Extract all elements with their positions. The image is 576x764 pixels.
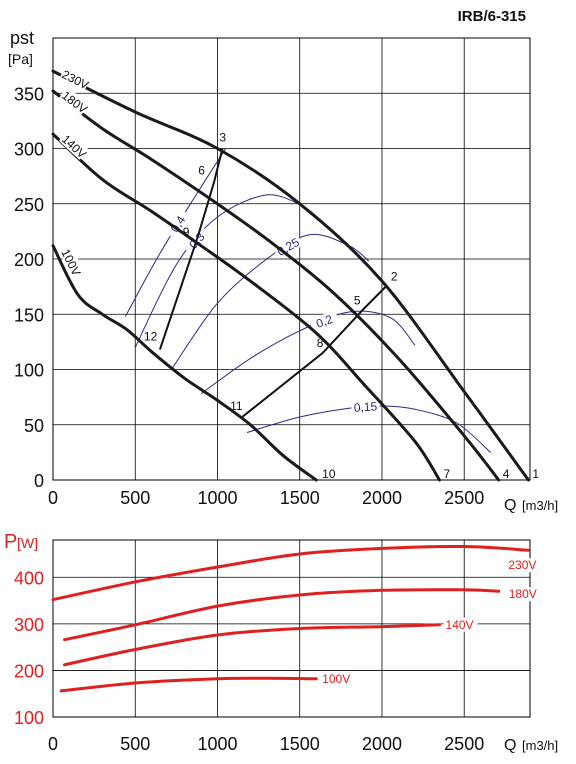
- pressure-axes: 0 500 1000 1500 2000 250005010015020025030035…: [14, 84, 484, 508]
- power-curve: [59, 676, 318, 693]
- system-line: [241, 284, 388, 418]
- x-tick-label: 2000: [362, 734, 402, 754]
- pressure-axis-label: pst: [10, 28, 34, 48]
- power-x-axis-label: Q: [504, 737, 516, 754]
- pressure-curve: [51, 244, 318, 482]
- x-tick-label: 2500: [444, 488, 484, 508]
- operating-point-label: 9: [183, 225, 190, 239]
- series-label-bg: [506, 558, 541, 573]
- pressure-axis-unit: [Pa]: [8, 51, 33, 67]
- pressure-curve: [51, 69, 530, 482]
- x-tick-label: 1500: [280, 488, 320, 508]
- x-tick-label: 1000: [197, 488, 237, 508]
- operating-point-label: 10: [322, 467, 336, 481]
- series-label: 180V: [509, 587, 537, 601]
- x-tick-label: 500: [120, 734, 150, 754]
- efficiency-label-bg: [272, 233, 304, 259]
- series-label-bg: [443, 617, 478, 632]
- y-tick-label: 300: [14, 140, 44, 160]
- series-label: 140V: [446, 618, 474, 632]
- chart-title: IRB/6-315: [458, 8, 526, 25]
- power-chart: 230V 180V 140V 100V 0 500 1000 1500 2000 2500 100…: [4, 531, 558, 754]
- y-tick-label: 150: [14, 305, 44, 325]
- y-tick-label: 50: [24, 416, 44, 436]
- x-tick-label: 2000: [362, 488, 402, 508]
- x-tick-label: 2500: [444, 734, 484, 754]
- operating-point-label: 5: [354, 294, 361, 308]
- series-label-bg: [58, 245, 84, 277]
- operating-point-label: 7: [444, 467, 451, 481]
- x-tick-label: 1000: [197, 734, 237, 754]
- power-curve: [63, 588, 501, 642]
- efficiency-label-bg: [164, 208, 191, 240]
- operating-point-label: 6: [198, 164, 205, 178]
- system-lines: [158, 148, 388, 418]
- operating-point-label: 12: [144, 330, 158, 344]
- pressure-curve: [51, 132, 441, 482]
- pressure-curve: [51, 89, 501, 482]
- operating-point-label: 8: [317, 336, 324, 350]
- y-tick-label: 350: [14, 84, 44, 104]
- efficiency-curve: [200, 310, 416, 395]
- series-label: 230V: [508, 558, 536, 572]
- y-tick-label: 100: [14, 361, 44, 381]
- y-tick-label: 100: [14, 708, 44, 728]
- power-x-axis-unit: [m3/h]: [522, 738, 558, 753]
- x-tick-label: 500: [120, 488, 150, 508]
- y-tick-label: 400: [14, 568, 44, 588]
- series-label-bg: [320, 671, 355, 686]
- series-label-bg: [58, 86, 90, 115]
- power-axis-unit: [W]: [17, 535, 38, 551]
- system-line: [158, 148, 224, 350]
- efficiency-label: 0,2: [314, 312, 335, 331]
- efficiency-curve: [170, 233, 370, 370]
- efficiency-label: 0,15: [353, 399, 378, 415]
- y-tick-label: 200: [14, 661, 44, 681]
- x-tick-label: 0: [48, 488, 58, 508]
- power-axes: 0 500 1000 1500 2000 2500 100 200 300 400: [14, 568, 484, 754]
- efficiency-curves: 0,40,3 0,250,20,15: [124, 148, 491, 453]
- series-label-bg: [506, 587, 541, 602]
- y-tick-label: 200: [14, 250, 44, 270]
- operating-point-label: 4: [503, 467, 510, 481]
- efficiency-label-bg: [308, 309, 340, 333]
- pressure-x-axis-label: Q: [504, 497, 516, 514]
- efficiency-curve: [134, 194, 304, 348]
- x-tick-label: 1500: [280, 734, 320, 754]
- power-axis-label: P: [4, 531, 17, 553]
- y-tick-label: 250: [14, 195, 44, 215]
- power-series: 230V 180V 140V 100V: [51, 544, 541, 693]
- power-curve: [63, 623, 441, 667]
- operating-point-label: 2: [391, 270, 398, 284]
- series-label: 140V: [59, 132, 89, 161]
- plot-frame: [52, 539, 531, 718]
- series-label-bg: [58, 130, 89, 160]
- series-label: 100V: [322, 672, 350, 686]
- x-tick-label: 0: [48, 734, 58, 754]
- series-label: 180V: [59, 88, 90, 116]
- y-tick-label: 300: [14, 615, 44, 635]
- series-label-bg: [59, 65, 91, 91]
- operating-point-label: 11: [230, 399, 243, 413]
- y-tick-label: 0: [34, 471, 44, 491]
- power-curve: [51, 544, 530, 602]
- operating-point-label: 3: [219, 131, 226, 145]
- operating-point-label: 1: [532, 467, 539, 481]
- series-label: 230V: [60, 67, 91, 92]
- efficiency-label-bg: [351, 399, 380, 414]
- pressure-x-axis-unit: [m3/h]: [522, 498, 558, 513]
